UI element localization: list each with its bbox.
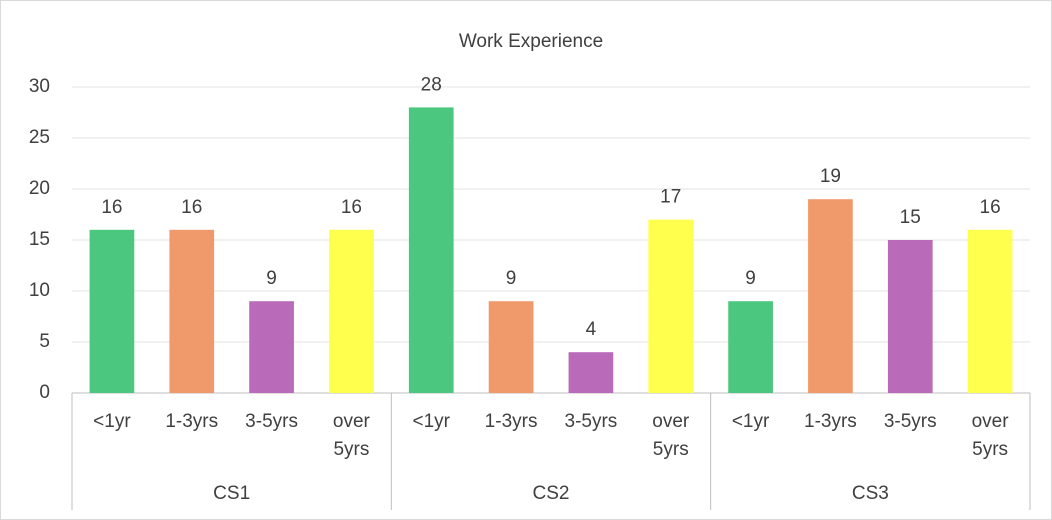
x-group-label: CS2 <box>533 483 570 504</box>
value-label: 28 <box>421 74 442 95</box>
bar <box>408 107 454 394</box>
value-label: 9 <box>506 268 517 289</box>
x-group-label: CS3 <box>852 483 889 504</box>
bar <box>329 229 374 393</box>
y-tick-label: 30 <box>29 76 50 97</box>
value-label: 16 <box>341 197 362 218</box>
y-tick-label: 15 <box>29 229 50 250</box>
y-tick-label: 20 <box>29 178 50 199</box>
x-tick-label: 1-3yrs <box>484 411 538 432</box>
value-label: 4 <box>586 319 597 340</box>
value-label: 16 <box>101 197 122 218</box>
y-tick-label: 10 <box>29 280 50 301</box>
bar <box>887 240 933 393</box>
x-tick-label: <1yr <box>93 411 131 432</box>
value-label: 9 <box>266 268 277 289</box>
value-label: 16 <box>980 197 1001 218</box>
bar <box>568 352 614 393</box>
value-label: 19 <box>820 166 841 187</box>
bar <box>249 301 294 393</box>
x-tick-label: 3-5yrs <box>564 411 618 432</box>
x-tick-label: over 5yrs <box>332 411 370 460</box>
bar <box>648 219 694 393</box>
chart-title: Work Experience <box>459 31 603 52</box>
value-label: 16 <box>181 197 202 218</box>
x-tick-label: 1-3yrs <box>804 411 857 432</box>
x-group-label: CS1 <box>213 483 250 504</box>
x-tick-label: <1yr <box>412 411 451 432</box>
bar <box>89 229 135 393</box>
x-tick-label: 3-5yrs <box>883 411 937 432</box>
x-tick-label: <1yr <box>731 411 770 432</box>
y-tick-label: 0 <box>39 382 50 403</box>
x-tick-label: 1-3yrs <box>165 411 219 432</box>
y-tick-label: 25 <box>29 127 50 148</box>
x-tick-label: 3-5yrs <box>245 411 298 432</box>
y-tick-label: 5 <box>39 331 50 352</box>
bar <box>169 229 215 393</box>
x-tick-label: over 5yrs <box>971 411 1009 460</box>
x-tick-label: over 5yrs <box>652 411 690 460</box>
bar <box>967 229 1013 393</box>
value-label: 15 <box>900 207 921 228</box>
bar <box>808 199 853 393</box>
value-label: 9 <box>745 268 756 289</box>
value-label: 17 <box>660 187 681 208</box>
bar <box>728 301 773 393</box>
bar <box>488 301 534 393</box>
